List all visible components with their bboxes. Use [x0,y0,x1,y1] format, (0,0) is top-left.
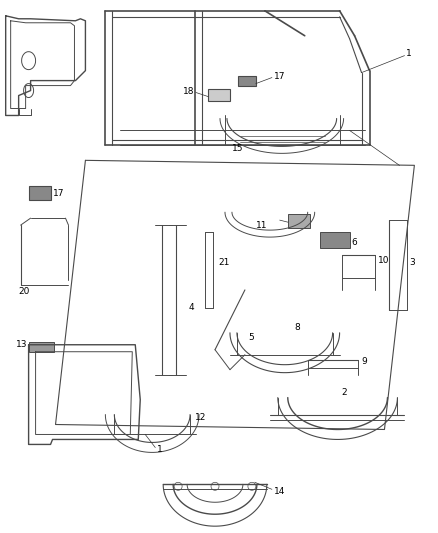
Text: 15: 15 [232,144,244,153]
Text: 3: 3 [410,257,415,266]
Text: 18: 18 [183,87,194,96]
Text: 14: 14 [274,487,285,496]
FancyBboxPatch shape [320,232,350,248]
Text: 4: 4 [188,303,194,312]
Text: 1: 1 [406,49,412,58]
Text: 12: 12 [195,413,206,422]
FancyBboxPatch shape [28,342,53,352]
Text: 8: 8 [295,324,300,332]
Text: 10: 10 [378,255,389,264]
Text: 9: 9 [361,357,367,366]
Text: 1: 1 [157,445,163,454]
FancyBboxPatch shape [288,214,310,228]
Text: 17: 17 [53,189,64,198]
Text: 20: 20 [19,287,30,296]
FancyBboxPatch shape [28,186,50,200]
Text: 2: 2 [342,388,347,397]
Text: 5: 5 [248,333,254,342]
Text: 6: 6 [352,238,357,247]
Text: 13: 13 [16,340,27,349]
FancyBboxPatch shape [238,76,256,86]
Text: 11: 11 [256,221,268,230]
FancyBboxPatch shape [208,88,230,101]
Text: 17: 17 [274,72,285,81]
Text: 21: 21 [218,257,230,266]
